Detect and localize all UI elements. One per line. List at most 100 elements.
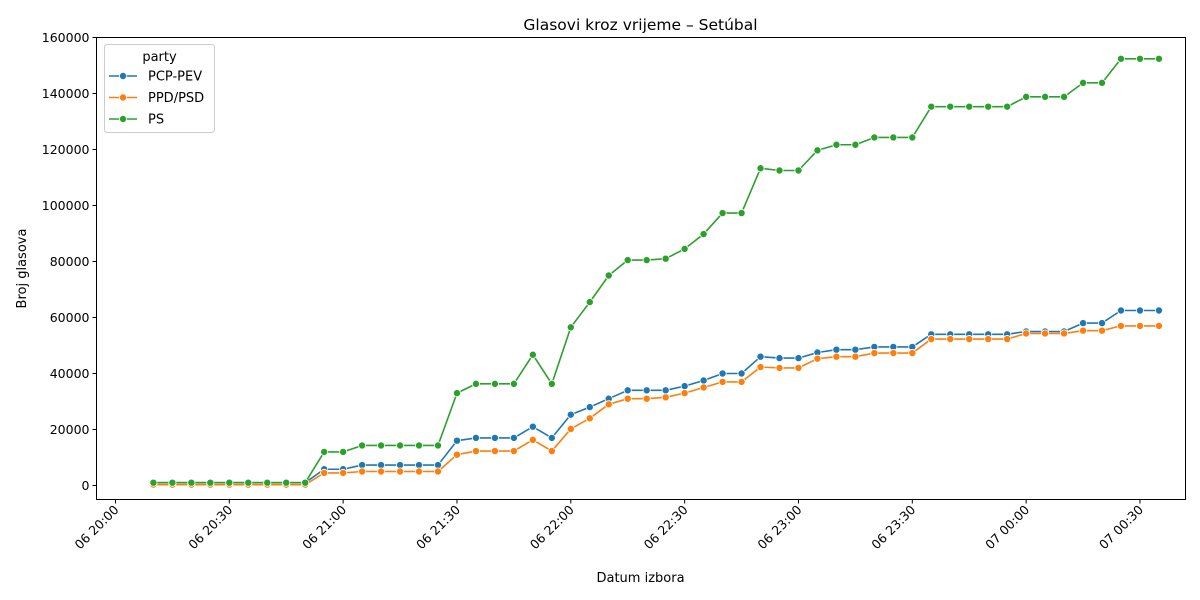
data-point xyxy=(1060,92,1069,101)
data-point xyxy=(965,102,974,111)
data-point xyxy=(187,478,196,487)
data-point xyxy=(832,140,841,149)
data-point xyxy=(642,256,651,265)
y-tick-label: 0 xyxy=(82,478,90,493)
data-point xyxy=(415,467,424,476)
data-point xyxy=(718,209,727,218)
chart-title: Glasovi kroz vrijeme – Setúbal xyxy=(523,16,757,34)
data-point xyxy=(415,441,424,450)
data-point xyxy=(1003,102,1012,111)
data-point xyxy=(984,102,993,111)
data-point xyxy=(320,447,329,456)
data-point xyxy=(320,468,329,477)
data-point xyxy=(946,102,955,111)
data-point xyxy=(870,349,879,358)
y-tick-label: 20000 xyxy=(50,422,90,437)
data-point xyxy=(756,164,765,173)
data-point xyxy=(623,256,632,265)
data-point xyxy=(1135,54,1144,63)
y-tick-label: 40000 xyxy=(50,366,90,381)
data-point xyxy=(832,352,841,361)
data-point xyxy=(339,468,348,477)
data-point xyxy=(832,345,841,354)
y-tick-label: 120000 xyxy=(42,142,90,157)
x-axis: 06 20:00 06 20:30 06 21:00 06 21:30 06 22:00… xyxy=(71,499,1146,552)
data-point xyxy=(509,379,518,388)
data-point xyxy=(775,166,784,175)
data-point xyxy=(206,478,215,487)
data-point xyxy=(718,377,727,386)
x-tick-label: 06 22:30 xyxy=(641,502,691,552)
data-point xyxy=(680,382,689,391)
data-point xyxy=(737,377,746,386)
data-point xyxy=(889,349,898,358)
data-point xyxy=(756,363,765,372)
x-tick-label: 06 23:30 xyxy=(868,502,918,552)
y-tick-label: 160000 xyxy=(42,30,90,45)
data-point xyxy=(1154,54,1163,63)
data-point xyxy=(585,414,594,423)
data-point xyxy=(851,352,860,361)
data-point xyxy=(1022,329,1031,338)
x-tick-label: 07 00:30 xyxy=(1096,502,1146,552)
y-tick-label: 140000 xyxy=(42,86,90,101)
legend-label: PCP-PEV xyxy=(148,70,202,85)
data-point xyxy=(699,230,708,239)
series-line xyxy=(153,57,1159,484)
data-point xyxy=(471,433,480,442)
data-point xyxy=(1079,319,1088,328)
data-point xyxy=(604,271,613,280)
legend-label: PPD/PSD xyxy=(148,91,204,106)
data-point xyxy=(566,323,575,332)
legend-box xyxy=(104,44,215,133)
plot-frame xyxy=(96,37,1186,500)
y-tick-label: 60000 xyxy=(50,310,90,325)
data-point xyxy=(984,335,993,344)
data-point xyxy=(1098,319,1107,328)
data-point xyxy=(358,467,367,476)
x-tick-label: 06 21:00 xyxy=(299,502,349,552)
data-point xyxy=(1003,335,1012,344)
data-point xyxy=(528,350,537,359)
data-point xyxy=(433,441,442,450)
data-point xyxy=(813,146,822,155)
legend-marker xyxy=(119,93,128,102)
data-point xyxy=(452,450,461,459)
data-point xyxy=(851,140,860,149)
data-point xyxy=(452,436,461,445)
x-tick-label: 06 22:00 xyxy=(527,502,577,552)
data-point xyxy=(1154,306,1163,315)
x-tick-label: 07 00:00 xyxy=(982,502,1032,552)
data-point xyxy=(756,352,765,361)
data-point xyxy=(737,369,746,378)
data-point xyxy=(282,478,291,487)
data-point xyxy=(851,345,860,354)
data-point xyxy=(889,133,898,142)
data-point xyxy=(396,467,405,476)
data-point xyxy=(642,386,651,395)
data-point xyxy=(396,441,405,450)
data-point xyxy=(927,335,936,344)
data-point xyxy=(1079,78,1088,87)
data-point xyxy=(1098,326,1107,335)
data-point xyxy=(509,433,518,442)
data-point xyxy=(661,254,670,263)
data-point xyxy=(1022,92,1031,101)
data-point xyxy=(547,433,556,442)
data-point xyxy=(908,133,917,142)
data-point xyxy=(377,467,386,476)
data-point xyxy=(566,410,575,419)
data-point xyxy=(1116,306,1125,315)
data-point xyxy=(490,433,499,442)
legend-label: PS xyxy=(148,113,164,128)
data-point xyxy=(547,447,556,456)
data-point xyxy=(168,478,177,487)
series-PPD/PSD xyxy=(149,321,1163,489)
data-point xyxy=(908,349,917,358)
data-point xyxy=(1154,321,1163,330)
data-point xyxy=(509,447,518,456)
series-PS xyxy=(149,54,1163,487)
data-point xyxy=(339,447,348,456)
data-point xyxy=(1079,326,1088,335)
data-point xyxy=(452,389,461,398)
